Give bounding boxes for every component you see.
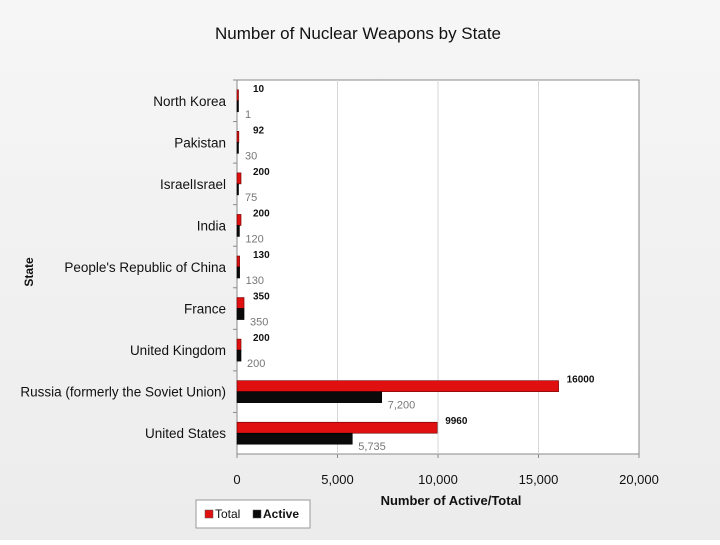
data-label-active: 75 — [245, 192, 257, 204]
data-label-active: 7,200 — [388, 400, 416, 412]
bar-total — [236, 297, 245, 309]
bar-total — [236, 214, 242, 226]
data-label-active: 120 — [245, 233, 263, 245]
bar-active — [236, 225, 240, 237]
bar-active — [236, 266, 240, 279]
x-tick-label: 0 — [233, 472, 240, 487]
bar-active — [236, 142, 239, 154]
y-axis-label: State — [22, 257, 36, 287]
data-label-active: 30 — [245, 150, 257, 162]
category-label: Russia (formerly the Soviet Union) — [20, 385, 226, 400]
data-label-total: 10 — [253, 84, 265, 95]
x-tick-label: 10,000 — [418, 472, 458, 487]
legend: Total Active — [195, 499, 311, 529]
data-label-total: 200 — [253, 333, 270, 344]
bar-active — [236, 391, 383, 403]
data-label-total: 130 — [253, 250, 270, 261]
data-label-total: 200 — [253, 208, 270, 219]
data-label-total: 16000 — [567, 375, 595, 386]
x-tick-label: 20,000 — [619, 472, 659, 487]
x-tick-label: 15,000 — [519, 472, 559, 487]
category-label: North Korea — [153, 94, 226, 109]
legend-label-active: Active — [263, 507, 299, 521]
bar-active — [236, 349, 242, 362]
bar-total — [236, 338, 242, 351]
legend-swatch-total — [204, 509, 214, 519]
data-label-total: 9960 — [445, 416, 468, 427]
data-labels: 10 192 30 200 75 200 120 130 130 350 350 200 200 1600… — [245, 84, 595, 453]
bar-total — [236, 131, 240, 143]
bar-active — [236, 308, 245, 320]
data-label-active: 350 — [250, 317, 268, 329]
legend-swatch-active — [252, 509, 262, 519]
data-label-active: 1 — [245, 109, 251, 121]
x-tick-labels: 0 5,000 10,000 15,000 20,000 — [233, 454, 659, 487]
category-label: India — [197, 218, 227, 233]
legend-label-total: Total — [215, 507, 240, 521]
bar-total — [236, 89, 239, 102]
data-label-active: 200 — [247, 358, 265, 370]
data-label-total: 92 — [253, 125, 265, 136]
category-label: United Kingdom — [130, 343, 226, 358]
bars — [236, 89, 559, 445]
x-tick-label: 5,000 — [321, 472, 354, 487]
bar-active — [236, 183, 239, 196]
bar-total — [236, 380, 559, 392]
bar-total — [236, 172, 242, 185]
category-label: People's Republic of China — [64, 260, 226, 275]
x-axis-label: Number of Active/Total — [381, 493, 522, 508]
bar-active — [236, 432, 353, 445]
category-label: United States — [145, 426, 226, 441]
category-labels: North Korea Pakistan IsraelIsrael India Peop… — [20, 79, 237, 441]
data-label-active: 130 — [246, 275, 264, 287]
category-label: IsraelIsrael — [160, 177, 226, 192]
category-label: France — [184, 302, 226, 317]
category-label: Pakistan — [174, 135, 226, 150]
data-label-total: 350 — [253, 292, 270, 303]
bar-total — [236, 255, 240, 268]
chart-title: Number of Nuclear Weapons by State — [215, 24, 501, 43]
data-label-total: 200 — [253, 167, 270, 178]
bar-total — [236, 421, 438, 434]
data-label-active: 5,735 — [358, 441, 386, 453]
bar-active — [236, 100, 239, 113]
